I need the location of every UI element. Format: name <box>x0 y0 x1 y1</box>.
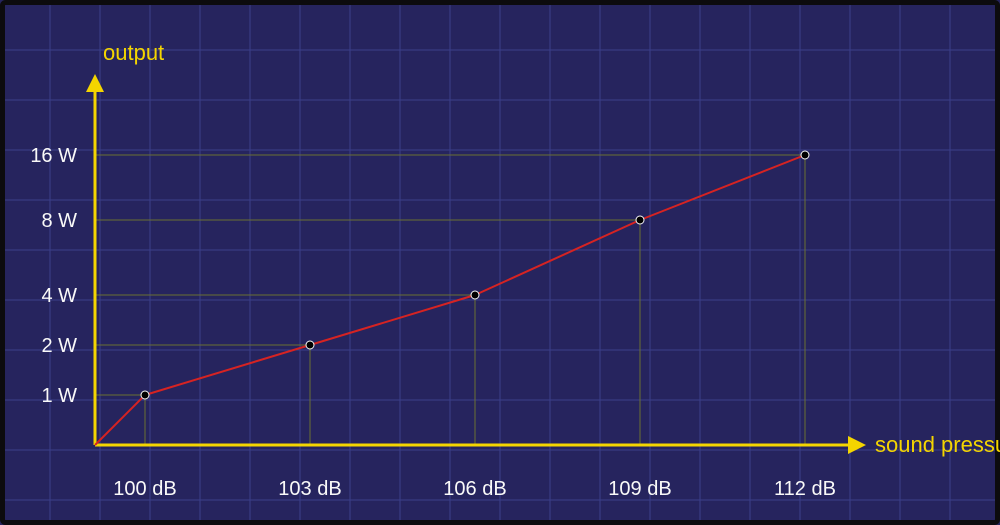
chart-container: output sound pressure 1 W 2 W 4 W 8 W 16 W 1… <box>0 0 1000 525</box>
y-tick-label: 16 W <box>30 145 77 167</box>
data-marker <box>471 291 479 299</box>
data-marker <box>801 151 809 159</box>
y-tick-label: 2 W <box>41 335 77 357</box>
y-tick-label: 8 W <box>41 210 77 232</box>
data-marker <box>636 216 644 224</box>
x-tick-label: 106 dB <box>443 478 506 500</box>
data-marker <box>306 341 314 349</box>
y-tick-label: 1 W <box>41 385 77 407</box>
y-axis-title: output <box>103 40 164 65</box>
x-tick-label: 112 dB <box>774 478 836 500</box>
x-tick-label: 109 dB <box>608 478 671 500</box>
data-marker <box>141 391 149 399</box>
x-tick-label: 103 dB <box>278 478 341 500</box>
x-axis-title: sound pressure <box>875 432 1000 457</box>
x-tick-label: 100 dB <box>113 478 176 500</box>
output-vs-sound-pressure-chart: output sound pressure 1 W 2 W 4 W 8 W 16 W 1… <box>0 0 1000 525</box>
y-tick-label: 4 W <box>41 285 77 307</box>
